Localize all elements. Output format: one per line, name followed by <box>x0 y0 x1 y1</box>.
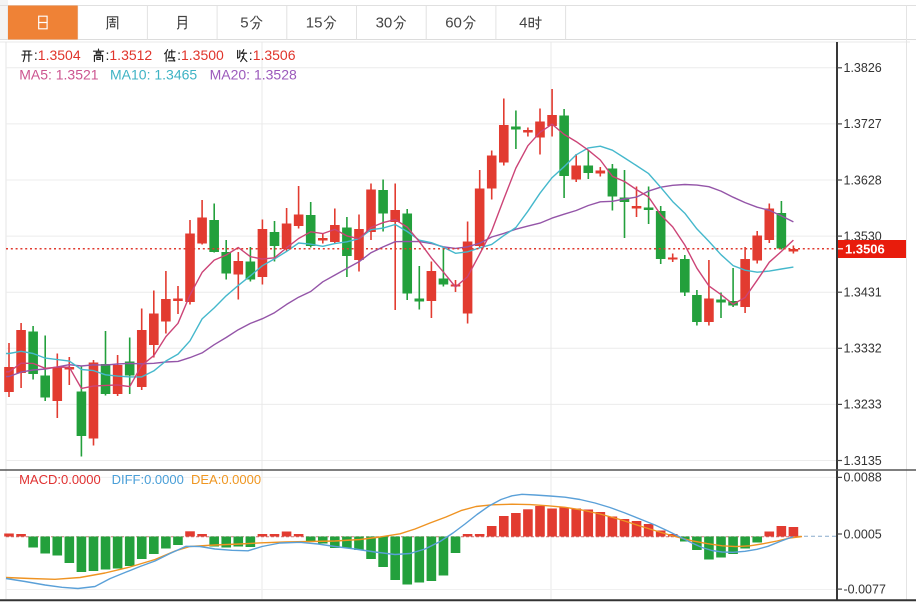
svg-text:MA5: 1.3521: MA5: 1.3521 <box>19 67 99 83</box>
svg-text:MA10: 1.3465: MA10: 1.3465 <box>110 67 197 83</box>
svg-text:1.3826: 1.3826 <box>844 61 882 75</box>
svg-text:0.0005: 0.0005 <box>844 527 882 541</box>
svg-text:DIFF:0.0000: DIFF:0.0000 <box>112 472 184 487</box>
svg-text:1.3431: 1.3431 <box>844 286 882 300</box>
svg-text::: : <box>249 47 253 63</box>
svg-text:0.0088: 0.0088 <box>844 471 882 485</box>
svg-text::: : <box>106 47 110 63</box>
svg-text:15: 15 <box>306 15 323 32</box>
svg-text:1.3506: 1.3506 <box>845 241 885 256</box>
svg-text:1.3233: 1.3233 <box>844 398 882 412</box>
svg-text:1.3727: 1.3727 <box>844 117 882 131</box>
svg-text:MACD:0.0000: MACD:0.0000 <box>19 472 101 487</box>
svg-text:1.3500: 1.3500 <box>181 47 224 63</box>
svg-text:-0.0077: -0.0077 <box>844 582 886 596</box>
svg-text:1.3628: 1.3628 <box>844 173 882 187</box>
svg-text:1.3135: 1.3135 <box>844 454 882 468</box>
svg-text::: : <box>177 47 181 63</box>
svg-text:DEA:0.0000: DEA:0.0000 <box>191 472 261 487</box>
svg-text:1.3504: 1.3504 <box>38 47 81 63</box>
svg-text:60: 60 <box>445 15 462 32</box>
svg-text:4: 4 <box>519 15 527 32</box>
svg-text:1.3506: 1.3506 <box>253 47 296 63</box>
svg-text:1.3512: 1.3512 <box>109 47 152 63</box>
svg-text:MA20: 1.3528: MA20: 1.3528 <box>210 67 297 83</box>
svg-text::: : <box>34 47 38 63</box>
svg-text:30: 30 <box>376 15 393 32</box>
svg-text:1.3332: 1.3332 <box>844 342 882 356</box>
svg-text:5: 5 <box>240 15 248 32</box>
svg-text:1.3530: 1.3530 <box>844 229 882 243</box>
